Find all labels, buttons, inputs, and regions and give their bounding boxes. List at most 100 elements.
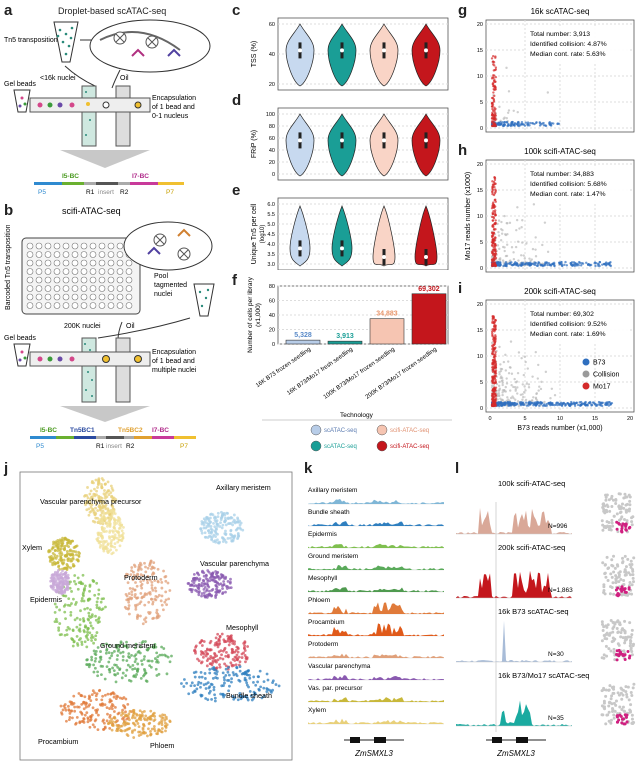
scatter-x-tick: 5	[523, 416, 526, 422]
b-bc-i5: I5-BC	[40, 427, 57, 434]
barcoded-label: Barcoded Tn5 transposition	[5, 224, 12, 310]
umap-label-9: Procambium	[38, 737, 78, 746]
b-r1: R1	[96, 443, 105, 450]
umap-label-8: Bundle sheath	[226, 691, 272, 700]
violin-panel-c: 60 40 20 TSS (%)	[251, 17, 449, 91]
track-k-label-2: Epidermis	[308, 531, 338, 538]
legend-dot-1	[582, 370, 590, 378]
a-insert: insert	[98, 189, 114, 196]
scatter-stat-1: Identified collision: 4.87%	[530, 41, 607, 48]
mini-umap-3	[600, 682, 636, 726]
scatter-stat-1: Identified collision: 5.68%	[530, 181, 607, 188]
violin-shape	[372, 205, 396, 267]
scatter-xlabel: B73 reads number (x1,000)	[517, 425, 602, 432]
violin-shape	[289, 205, 311, 267]
scatter-y-tick: 5	[480, 100, 483, 106]
tech-legend-label-4: scifi-ATAC-seq	[390, 444, 429, 450]
violin-tick: 6.0	[267, 202, 275, 208]
track-k-signal-2	[308, 543, 444, 548]
umap-label-1: Axillary meristem	[216, 483, 271, 492]
track-k-signal-9	[308, 697, 444, 702]
bar-2	[369, 318, 405, 345]
scatter-stat-2: Median cont. rate: 5.63%	[530, 51, 606, 58]
panel-letter-g: g	[458, 2, 468, 19]
legend-label-0: B73	[593, 360, 606, 367]
violin-tick: 100	[266, 112, 275, 118]
scatter-y-tick: 0	[480, 266, 483, 272]
legend-label-2: Mo17	[593, 384, 611, 391]
tracks-panel-k: Axillary meristem Bundle sheath Epidermis G…	[308, 487, 444, 758]
tech-legend-label-3: scATAC-seq	[324, 444, 357, 450]
scatter-y-tick: 20	[477, 162, 483, 168]
tn5-label: Tn5 transposition	[4, 37, 58, 44]
umap-label-3: Vascular parenchyma	[200, 559, 269, 568]
panel-letter-d: d	[232, 92, 242, 109]
a-r1: R1	[86, 189, 95, 196]
violin-tick: 3.0	[267, 262, 275, 268]
b-bc-i7: I7-BC	[152, 427, 169, 434]
panel-letter-e: e	[232, 182, 241, 199]
umap-panel: Vascular parenchyma precursor Axillary me…	[19, 471, 293, 761]
panel-letter-c: c	[232, 2, 241, 19]
b-p5: P5	[36, 443, 44, 450]
scatter-g: 16k scATAC-seq 20 15 10 5 0 Total number: 3,91…	[477, 7, 635, 133]
violin-tick: 60	[269, 22, 275, 28]
bar-ylabel-unit: (x1,000)	[255, 303, 262, 327]
track-k-signal-4	[308, 587, 444, 592]
panel-letter-h: h	[458, 142, 468, 159]
bar-value-label-0: 5,328	[294, 332, 312, 339]
bar-value-label-1: 3,913	[336, 333, 354, 340]
scatter-x-tick: 0	[488, 416, 491, 422]
gel-beads-a: Gel beads	[4, 81, 36, 88]
umap-label-0: Vascular parenchyma precursor	[40, 497, 142, 506]
scatter-stat-0: Total number: 3,913	[530, 31, 590, 38]
track-l-signal-1	[456, 570, 572, 598]
track-k-signal-7	[308, 653, 444, 658]
scatter-y-tick: 10	[477, 74, 483, 80]
track-l-n-1: N=1,863	[548, 587, 573, 594]
track-k-signal-6	[308, 623, 444, 636]
tech-legend-label-1: scATAC-seq	[324, 428, 357, 434]
scatter-i: 200k scifi-ATAC-seq 20 15 10 5 0 Total number:…	[477, 287, 635, 432]
umap-label-10: Phloem	[150, 741, 174, 750]
violin-ylabel: FRiP (%)	[251, 130, 258, 158]
scatter-y-tick: 0	[480, 126, 483, 132]
violin-panel-e: 6.0 5.5 5.0 4.5 4.0 3.5 3.0 Unique Tn5 per cell…	[251, 197, 449, 270]
schematic-a: Droplet-based scATAC-seq Tn5 transpositi…	[4, 6, 211, 196]
scatter-ylabel: Mo17 reads number (x1000)	[465, 172, 472, 260]
encaps-b-3: multiple nuclei	[152, 367, 197, 374]
track-k-label-9: Vas. par. precursor	[308, 685, 363, 692]
track-k-label-3: Ground meristem	[308, 553, 358, 560]
scatter-title: 100k scifi-ATAC-seq	[524, 147, 596, 156]
schematic-b: scifi-ATAC-seq Barcoded Tn5 transpositio…	[4, 206, 215, 450]
b-bc-tn5bc1: Tn5BC1	[70, 427, 95, 434]
encaps-b-2: of 1 bead and	[152, 358, 195, 365]
bar-y-tick: 60	[269, 299, 275, 305]
track-k-label-10: Xylem	[308, 707, 326, 714]
violin-tick: 80	[269, 124, 275, 130]
umap-label-7: Ground meristem	[100, 641, 156, 650]
scatter-y-tick: 10	[477, 354, 483, 360]
panel-letter-l: l	[455, 460, 460, 477]
bar-value-label-3: 69,302	[418, 286, 440, 293]
tracks-panel-l: 100k scifi-ATAC-seq N=996 200k scifi-ATAC-…	[456, 479, 636, 758]
schematic-a-title: Droplet-based scATAC-seq	[58, 6, 166, 16]
bar-0	[285, 339, 321, 345]
mini-umap-0	[600, 492, 635, 534]
track-k-label-4: Mesophyll	[308, 575, 338, 582]
a-p5: P5	[38, 189, 46, 196]
mini-umap-1	[601, 554, 636, 598]
encaps-a-2: of 1 bead and	[152, 104, 195, 111]
scatter-stat-0: Total number: 69,302	[530, 311, 594, 318]
panel-letter-k: k	[304, 460, 313, 477]
encaps-a-3: 0-1 nucleus	[152, 113, 189, 120]
umap-label-6: Mesophyll	[226, 623, 259, 632]
track-l-title-1: 200k scifi-ATAC-seq	[498, 543, 565, 552]
track-l-title-2: 16k B73 scATAC-seq	[498, 607, 569, 616]
scatter-title: 200k scifi-ATAC-seq	[524, 287, 596, 296]
scatter-panels: 16k scATAC-seq 20 15 10 5 0 Total number: 3,91…	[465, 7, 635, 432]
schematic-b-title: scifi-ATAC-seq	[62, 206, 121, 216]
bar-y-tick: 20	[269, 328, 275, 334]
track-k-label-7: Protoderm	[308, 641, 338, 648]
track-l-signal-3	[456, 700, 572, 726]
